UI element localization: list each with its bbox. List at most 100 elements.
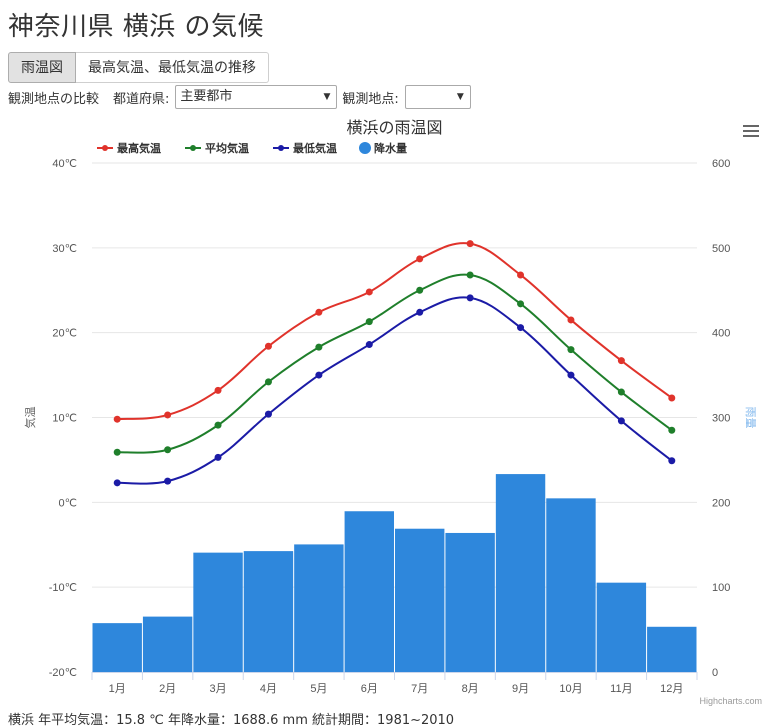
temp-point [567, 371, 575, 379]
temp-point [164, 446, 172, 454]
chevron-down-icon: ▼ [323, 92, 331, 102]
temp-point [466, 294, 474, 302]
temp-point [365, 288, 373, 296]
tab-rain-temp-chart[interactable]: 雨温図 [8, 52, 76, 83]
temp-point [567, 346, 575, 354]
precip-bar [445, 532, 495, 672]
y-right-tick-label: 0 [712, 667, 718, 679]
precip-bar [495, 474, 546, 672]
y-right-tick-label: 100 [712, 582, 730, 594]
x-tick-label: 11月 [610, 683, 632, 695]
temp-point [264, 378, 272, 386]
temp-point [214, 453, 222, 461]
temp-point [214, 386, 222, 394]
precip-bar [344, 511, 394, 672]
temp-point [164, 411, 172, 419]
temp-point [113, 415, 121, 423]
temp-point [113, 479, 121, 487]
page-title: 神奈川県 横浜 の気候 [8, 12, 265, 42]
legend-label: 降水量 [374, 141, 407, 155]
y-left-tick-label: -20℃ [49, 667, 77, 679]
temp-point [416, 308, 424, 316]
chart-menu-icon[interactable] [743, 125, 759, 140]
x-tick-label: 9月 [512, 683, 529, 695]
y-left-tick-label: 20℃ [52, 328, 77, 340]
precip-bar [546, 498, 596, 672]
legend-label: 最高気温 [117, 141, 161, 155]
precip-bar [647, 626, 697, 672]
y-right-tick-label: 200 [712, 497, 730, 509]
legend-label: 平均気温 [205, 141, 249, 155]
temp-point [567, 316, 575, 324]
temp-point [466, 271, 474, 279]
temp-point [365, 341, 373, 349]
legend-symbol [190, 145, 196, 151]
precip-bar [193, 552, 243, 672]
legend-symbol [278, 145, 284, 151]
x-tick-label: 1月 [109, 683, 126, 695]
temp-point [416, 286, 424, 294]
temp-point [517, 271, 525, 279]
temp-point [164, 477, 172, 485]
precip-bar [596, 582, 647, 672]
x-tick-label: 8月 [462, 683, 479, 695]
tab-temp-trend[interactable]: 最高気温、最低気温の推移 [76, 52, 269, 83]
chart-credit: Highcharts.com [699, 696, 762, 706]
temp-point [365, 318, 373, 326]
y-right-tick-label: 400 [712, 328, 730, 340]
temp-line [117, 296, 673, 485]
chart-title: 横浜の雨温図 [346, 119, 442, 137]
y-left-tick-label: 10℃ [52, 413, 77, 425]
temp-point [617, 388, 625, 396]
temp-point [517, 300, 525, 308]
temp-point [466, 240, 474, 248]
x-tick-label: 12月 [660, 683, 683, 695]
temp-point [113, 448, 121, 456]
y-left-tick-label: -10℃ [49, 582, 77, 594]
temp-point [617, 357, 625, 365]
x-tick-label: 3月 [209, 683, 226, 695]
legend-symbol [359, 142, 371, 154]
prefecture-select-value: 主要都市 [180, 89, 233, 104]
precip-bar [142, 616, 193, 672]
temp-point [668, 394, 676, 402]
precip-bar [395, 528, 445, 672]
precip-bar [243, 551, 294, 672]
y-left-tick-label: 40℃ [52, 158, 77, 170]
temp-point [668, 426, 676, 434]
y-right-axis-title: 雨量 [744, 407, 757, 429]
y-left-axis-title: 気温 [23, 407, 37, 429]
temp-line [117, 273, 673, 454]
legend-label: 最低気温 [293, 141, 337, 155]
y-right-tick-label: 500 [712, 243, 730, 255]
station-label: 観測地点: [342, 91, 399, 107]
temp-point [264, 410, 272, 418]
y-left-tick-label: 30℃ [52, 243, 77, 255]
y-right-tick-label: 600 [712, 158, 730, 170]
temp-point [617, 417, 625, 425]
temp-point [315, 308, 323, 316]
temp-point [517, 324, 525, 332]
x-tick-label: 10月 [559, 683, 582, 695]
x-tick-label: 2月 [159, 683, 176, 695]
x-tick-label: 7月 [411, 683, 428, 695]
chart-tabs: 雨温図 最高気温、最低気温の推移 [8, 52, 269, 83]
temp-point [264, 342, 272, 350]
precip-bar [92, 623, 142, 672]
y-left-tick-label: 0℃ [59, 497, 77, 509]
temp-point [416, 255, 424, 263]
climate-summary: 横浜 年平均気温：15.8 ℃ 年降水量：1688.6 mm 統計期間：1981… [8, 713, 455, 728]
prefecture-select[interactable]: 主要都市 ▼ [175, 85, 338, 109]
temp-point [668, 457, 676, 465]
precip-bar [294, 544, 344, 672]
chevron-down-icon: ▼ [456, 92, 464, 102]
compare-label: 観測地点の比較 [8, 91, 100, 107]
x-tick-label: 4月 [260, 683, 277, 695]
legend-symbol [102, 145, 108, 151]
temp-point [315, 343, 323, 351]
x-tick-label: 5月 [310, 683, 327, 695]
climate-chart: 横浜の雨温図 -20℃ -10℃ 0℃ 10℃ 20℃ 30℃ 40℃ 0 100 200 300 40… [23, 119, 762, 706]
x-tick-label: 6月 [361, 683, 378, 695]
station-select[interactable]: ▼ [404, 85, 471, 109]
y-right-tick-label: 300 [712, 413, 730, 425]
